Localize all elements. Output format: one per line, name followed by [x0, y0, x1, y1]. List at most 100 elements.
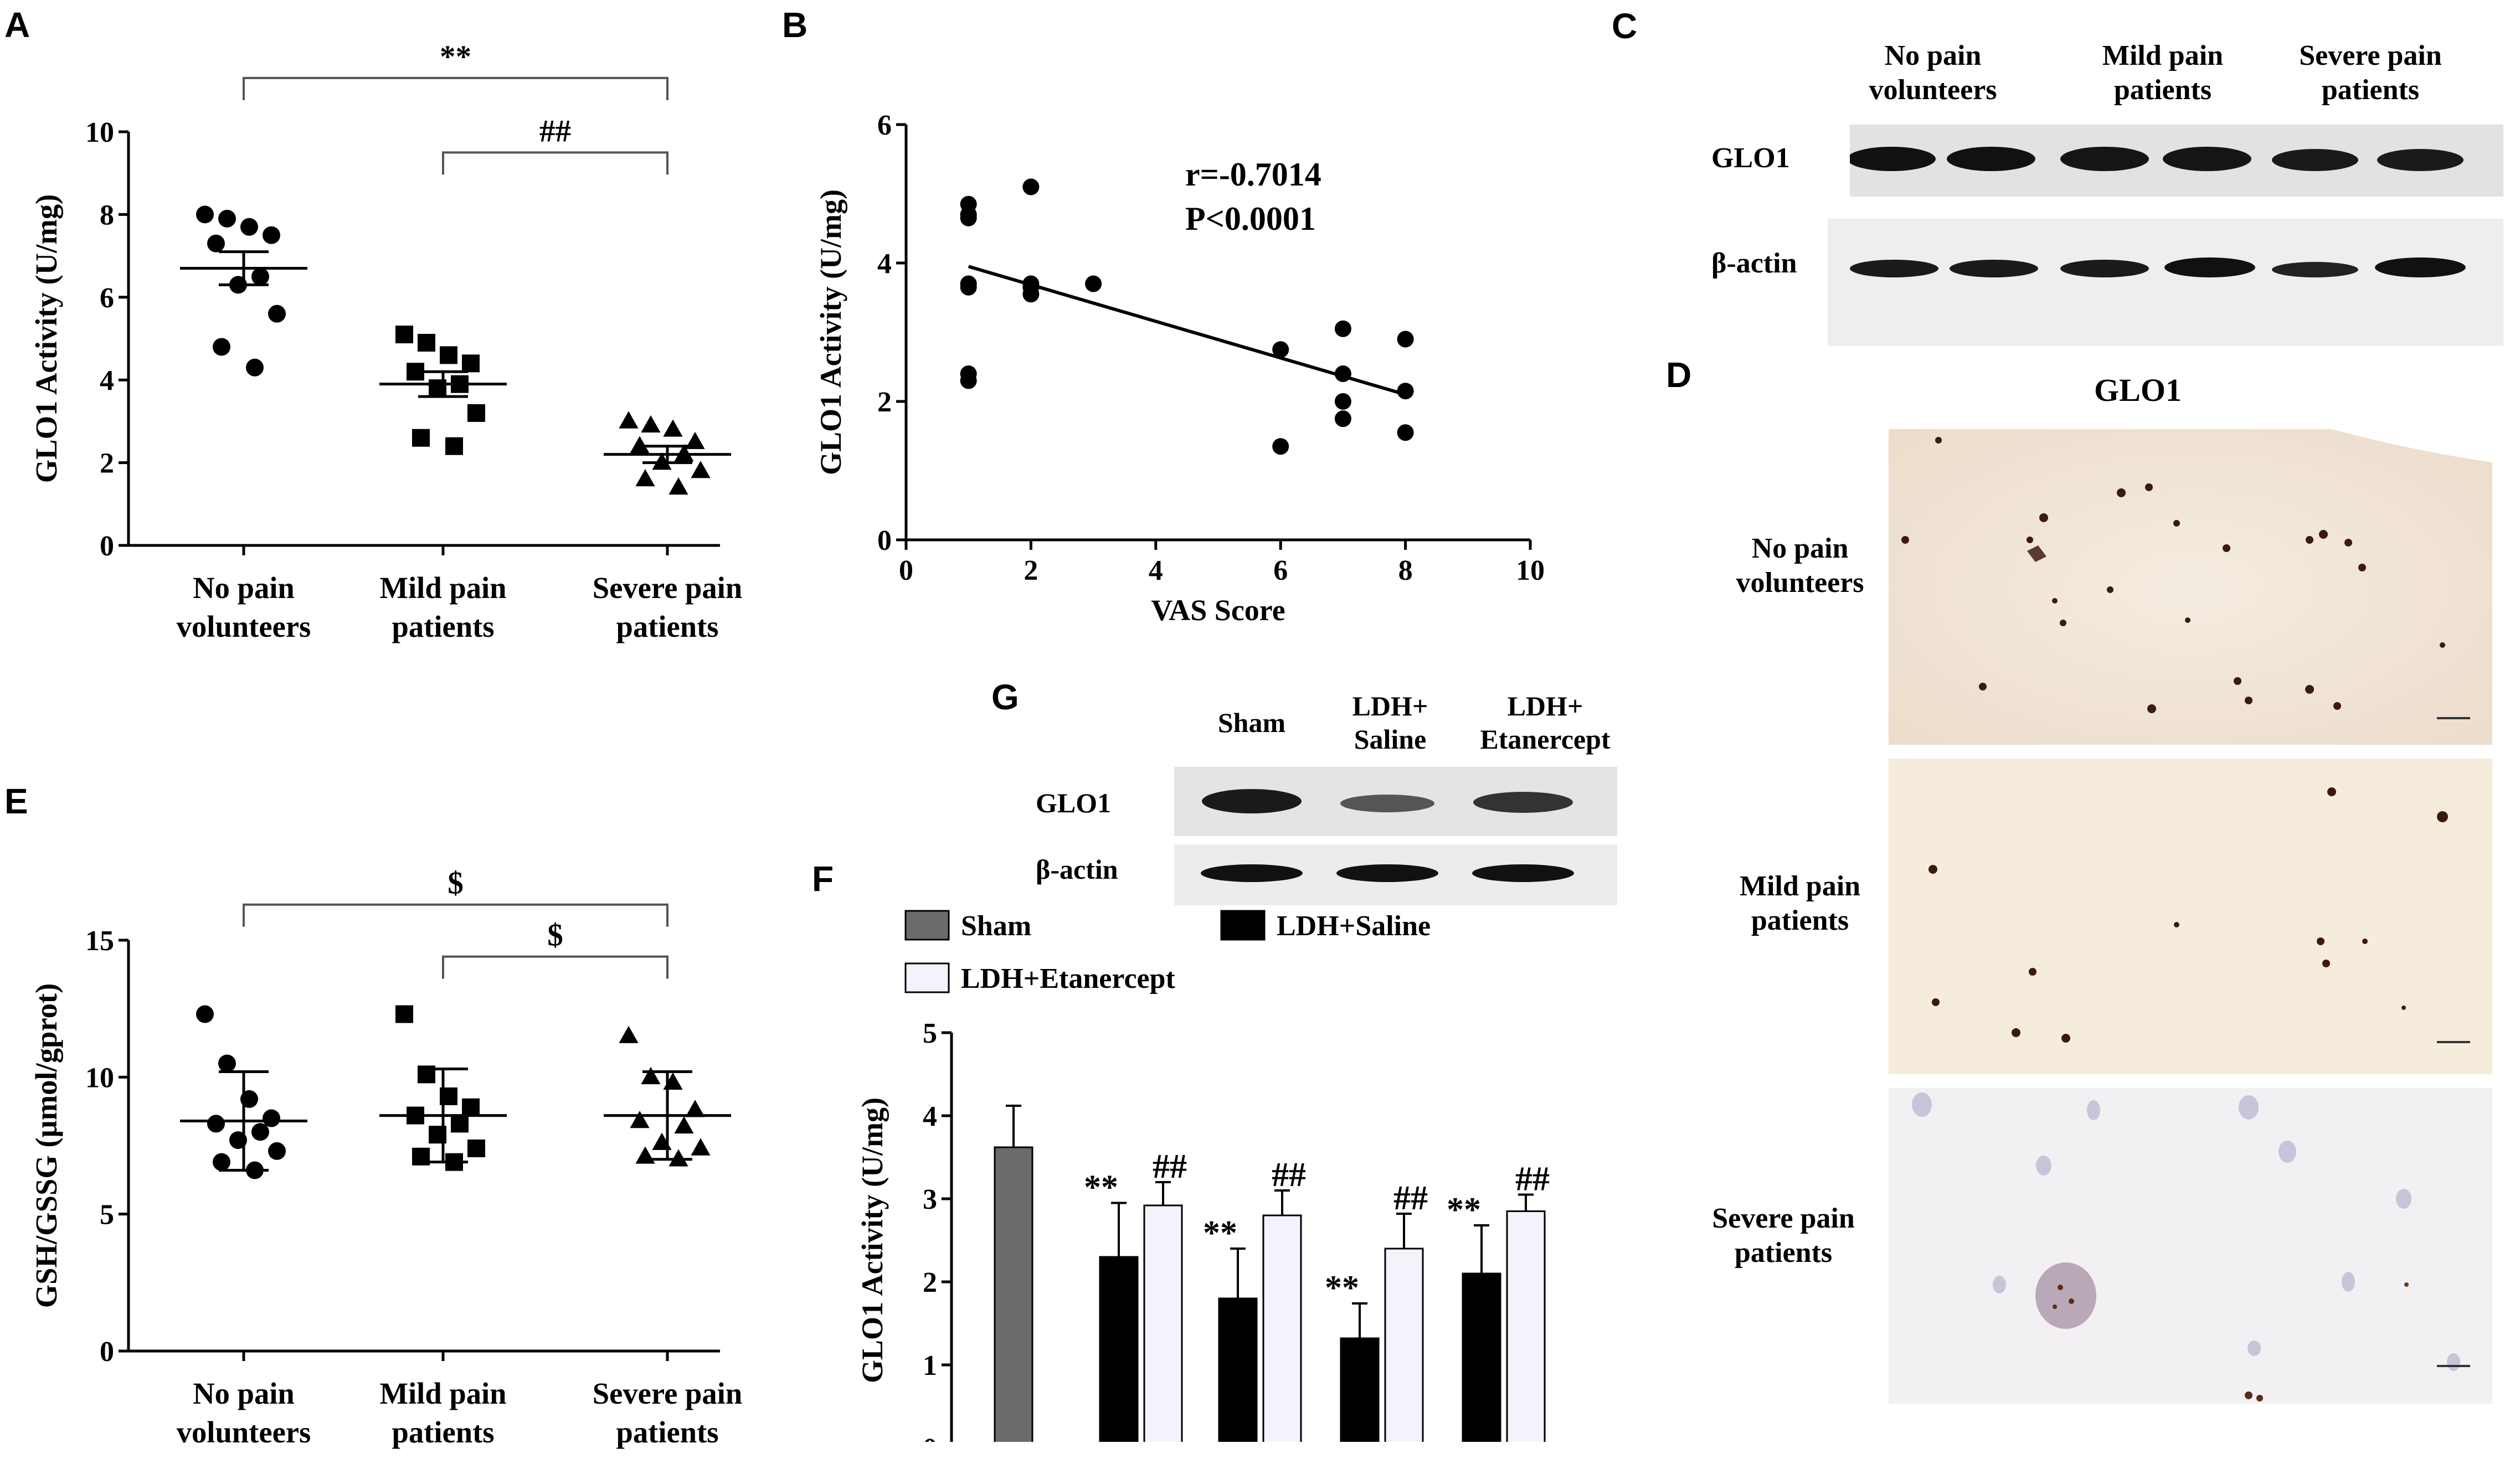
x-category-label: Mild pain: [379, 571, 506, 605]
data-point: [1022, 178, 1040, 195]
y-tick-label: 3: [923, 1184, 937, 1215]
data-point: [418, 333, 435, 352]
regression-line: [968, 265, 1406, 396]
data-point: [1272, 341, 1289, 358]
data-point: [251, 1123, 269, 1141]
data-point: [685, 1100, 705, 1117]
stat-r: r=-0.7014: [1185, 156, 1321, 193]
data-point: [467, 404, 485, 422]
x-tick-label: 8: [1398, 555, 1413, 586]
bar: [1262, 1214, 1302, 1442]
data-point: [1334, 410, 1351, 427]
blot-g-col-1-line1: Sham: [1217, 707, 1286, 738]
legend-label: LDH+Saline: [1277, 910, 1431, 942]
data-point: [674, 444, 694, 462]
y-axis-label: GLO1 Activity (U/mg): [856, 1097, 889, 1383]
blot-c-row-glo1: GLO1: [1711, 142, 1790, 174]
ihc-image-severe-pain: [1889, 1088, 2492, 1404]
x-tick-label: 2: [1024, 555, 1038, 586]
y-tick-label: 0: [100, 530, 114, 562]
bar: [1462, 1272, 1501, 1442]
blot-g-col-3-line2: Etanercept: [1480, 724, 1611, 755]
significance-mark: ##: [1272, 1156, 1306, 1194]
data-point: [395, 1005, 413, 1023]
blot-g-glo1-strip: [1174, 767, 1617, 836]
y-tick-label: 6: [877, 110, 892, 141]
x-category-label: patients: [616, 1415, 718, 1449]
blot-g-actin-bands: [1201, 864, 1574, 882]
ihc-image-mild-pain-svg: [1889, 759, 2492, 1074]
panel-label-f: F: [812, 859, 834, 899]
bar: [1099, 1256, 1139, 1442]
data-point: [412, 429, 430, 447]
y-tick-label: 4: [923, 1101, 937, 1132]
x-tick-label: 6: [1273, 555, 1288, 586]
ihc-row-1-line2: volunteers: [1736, 567, 1864, 599]
data-point: [674, 1116, 694, 1134]
x-category-label: No pain: [193, 571, 295, 605]
y-tick-label: 1: [923, 1350, 937, 1381]
data-point: [1334, 393, 1351, 410]
data-point: [218, 1054, 236, 1073]
blot-c-actin-strip: [1828, 219, 2503, 346]
blot-c-col-3-line1: Severe pain: [2299, 40, 2442, 71]
data-point: [960, 279, 977, 296]
data-point: [668, 477, 688, 495]
data-point: [263, 1109, 280, 1127]
data-point: [213, 338, 230, 356]
ihc-row-1-line1: No pain: [1751, 533, 1849, 564]
blot-c-actin-bands: [1850, 257, 2466, 277]
panel-label-b: B: [782, 5, 808, 45]
data-point: [1397, 383, 1414, 400]
x-category-label: Severe pain: [593, 571, 742, 605]
data-point: [462, 1098, 480, 1116]
y-tick-label: 4: [100, 365, 114, 396]
data-point: [440, 346, 457, 364]
y-tick-label: 6: [100, 282, 114, 314]
blot-c-col-1-line2: volunteers: [1869, 74, 1997, 106]
blot-c-col-2-line2: patients: [2113, 74, 2212, 106]
significance-mark: **: [1084, 1169, 1118, 1207]
significance-mark: **: [1203, 1214, 1237, 1252]
legend-swatch: [904, 910, 950, 941]
legend-swatch: [1220, 910, 1266, 941]
data-point: [1085, 275, 1102, 292]
blot-c-glo1-strip: [1847, 125, 2503, 197]
chart-b-vas-correlation: 0 2 4 6 0 2 4 6 8 10 VAS Score GLO1 Activity (U/mg)…: [814, 110, 1545, 627]
blot-g-glo1-bands: [1202, 789, 1573, 813]
blot-c-col-2: Mild pain patients: [2088, 39, 2238, 108]
data-point: [218, 209, 236, 228]
ihc-image-mild-pain: [1889, 759, 2492, 1074]
ihc-row-2-label: Mild pain patients: [1706, 869, 1894, 939]
data-point: [1397, 331, 1414, 348]
data-point: [246, 358, 264, 377]
bar: [994, 1146, 1033, 1442]
ihc-image-no-pain-svg: [1889, 429, 2492, 745]
bar: [1218, 1297, 1258, 1442]
data-point: [395, 326, 413, 344]
y-tick-label: 4: [877, 248, 892, 280]
blot-g-col-2-line1: LDH+: [1352, 690, 1428, 721]
ihc-image-severe-pain-svg: [1889, 1088, 2492, 1404]
y-tick-label: 2: [877, 386, 892, 418]
panel-label-a: A: [4, 5, 30, 45]
significance-bracket: [243, 903, 668, 927]
data-point: [635, 469, 655, 487]
y-tick-label: 5: [100, 1199, 114, 1231]
x-category-label: Severe pain: [593, 1377, 742, 1410]
data-point: [1334, 320, 1351, 337]
significance-mark: ##: [1393, 1179, 1428, 1217]
y-tick-label: 15: [85, 925, 114, 957]
y-axis-label: GLO1 Activity (U/mg): [814, 189, 847, 475]
blot-g-col-2-line2: Saline: [1354, 724, 1427, 755]
data-point: [691, 461, 711, 478]
chart-f-glo1-bars: 012345GLO1 Activity (U/mg)ShamD7D14D21D2…: [856, 910, 1550, 1442]
significance-bracket: [243, 76, 668, 100]
y-tick-label: 0: [923, 1433, 937, 1442]
data-point: [196, 1005, 214, 1023]
data-point: [467, 1139, 485, 1157]
data-point: [240, 218, 258, 236]
data-point: [196, 205, 214, 224]
ihc-row-3-line1: Severe pain: [1712, 1203, 1855, 1234]
blot-g-col-3: LDH+ Etanercept: [1462, 689, 1628, 756]
